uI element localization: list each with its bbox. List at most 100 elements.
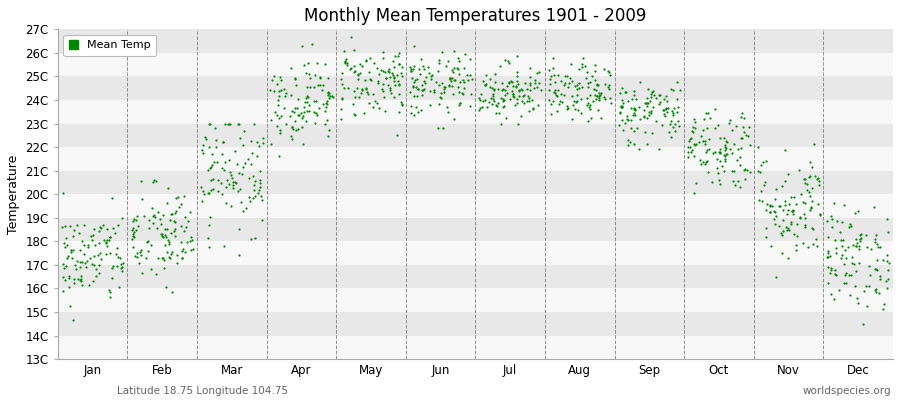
Point xyxy=(769,213,783,220)
Point xyxy=(517,92,531,98)
Point xyxy=(809,236,824,242)
Point xyxy=(100,236,114,243)
Point xyxy=(296,141,310,147)
Point xyxy=(441,58,455,64)
Point xyxy=(162,239,176,245)
Point xyxy=(522,97,536,104)
Point xyxy=(337,85,351,91)
Point xyxy=(715,163,729,169)
Point xyxy=(570,85,584,92)
Point xyxy=(310,112,324,118)
Point xyxy=(60,255,75,261)
Point xyxy=(355,87,369,93)
Point xyxy=(880,258,895,264)
Point xyxy=(820,254,834,260)
Point xyxy=(153,231,167,237)
Point xyxy=(813,212,827,218)
Point xyxy=(320,101,334,107)
Point xyxy=(320,90,335,96)
Point xyxy=(724,168,739,174)
Point xyxy=(301,94,315,100)
Point xyxy=(733,154,747,160)
Point xyxy=(334,116,348,123)
Point xyxy=(266,88,281,94)
Point xyxy=(407,111,421,118)
Point xyxy=(640,95,654,101)
Point xyxy=(876,306,890,312)
Point xyxy=(348,94,363,100)
Point xyxy=(480,103,494,110)
Point xyxy=(486,90,500,97)
Point xyxy=(740,167,754,174)
Point xyxy=(829,272,843,278)
Point xyxy=(307,98,321,104)
Point xyxy=(778,178,792,184)
Point xyxy=(880,216,895,222)
Point xyxy=(359,86,374,92)
Point xyxy=(312,74,327,80)
Point xyxy=(778,198,793,204)
Point xyxy=(788,242,803,248)
Point xyxy=(835,243,850,249)
Point xyxy=(640,115,654,122)
Point xyxy=(717,168,732,174)
Point xyxy=(407,43,421,49)
Point xyxy=(755,197,770,204)
Point xyxy=(88,266,103,273)
Point xyxy=(409,104,423,110)
Point xyxy=(202,144,216,150)
Point xyxy=(87,262,102,268)
Point xyxy=(80,258,94,264)
Point xyxy=(160,200,175,206)
Point xyxy=(430,68,445,75)
Point xyxy=(394,101,409,108)
Point xyxy=(670,118,685,124)
Point xyxy=(621,117,635,123)
Point xyxy=(387,75,401,81)
Point xyxy=(300,93,314,99)
Point xyxy=(762,209,777,216)
Point xyxy=(124,236,139,243)
Point xyxy=(112,284,126,290)
Point xyxy=(306,84,320,90)
Point xyxy=(499,86,513,93)
Point xyxy=(320,116,335,123)
Point xyxy=(238,160,252,167)
Point xyxy=(551,86,565,93)
Point xyxy=(570,82,584,88)
Point xyxy=(290,104,304,111)
Point xyxy=(542,87,556,94)
Point xyxy=(264,117,278,123)
Point xyxy=(580,100,595,106)
Point xyxy=(557,92,572,98)
Point xyxy=(445,67,459,73)
Point xyxy=(860,303,875,310)
Point xyxy=(550,108,564,114)
Point xyxy=(573,110,588,116)
Point xyxy=(75,258,89,265)
Point xyxy=(604,100,618,106)
Point xyxy=(811,200,825,207)
Point xyxy=(512,88,526,95)
Point xyxy=(619,116,634,122)
Point xyxy=(351,71,365,78)
Point xyxy=(665,108,680,114)
Point xyxy=(494,120,508,127)
Point xyxy=(321,92,336,99)
Point xyxy=(836,202,850,208)
Point xyxy=(156,212,170,218)
Point xyxy=(771,203,786,209)
Point xyxy=(452,102,466,108)
Point xyxy=(849,242,863,249)
Point xyxy=(626,105,641,112)
Point xyxy=(868,232,883,238)
Point xyxy=(156,234,170,240)
Point xyxy=(710,156,724,162)
Point xyxy=(696,138,710,144)
Point xyxy=(202,120,216,127)
Point xyxy=(759,158,773,164)
Point xyxy=(56,274,70,280)
Point xyxy=(736,114,751,121)
Point xyxy=(75,237,89,244)
Point xyxy=(619,89,634,95)
